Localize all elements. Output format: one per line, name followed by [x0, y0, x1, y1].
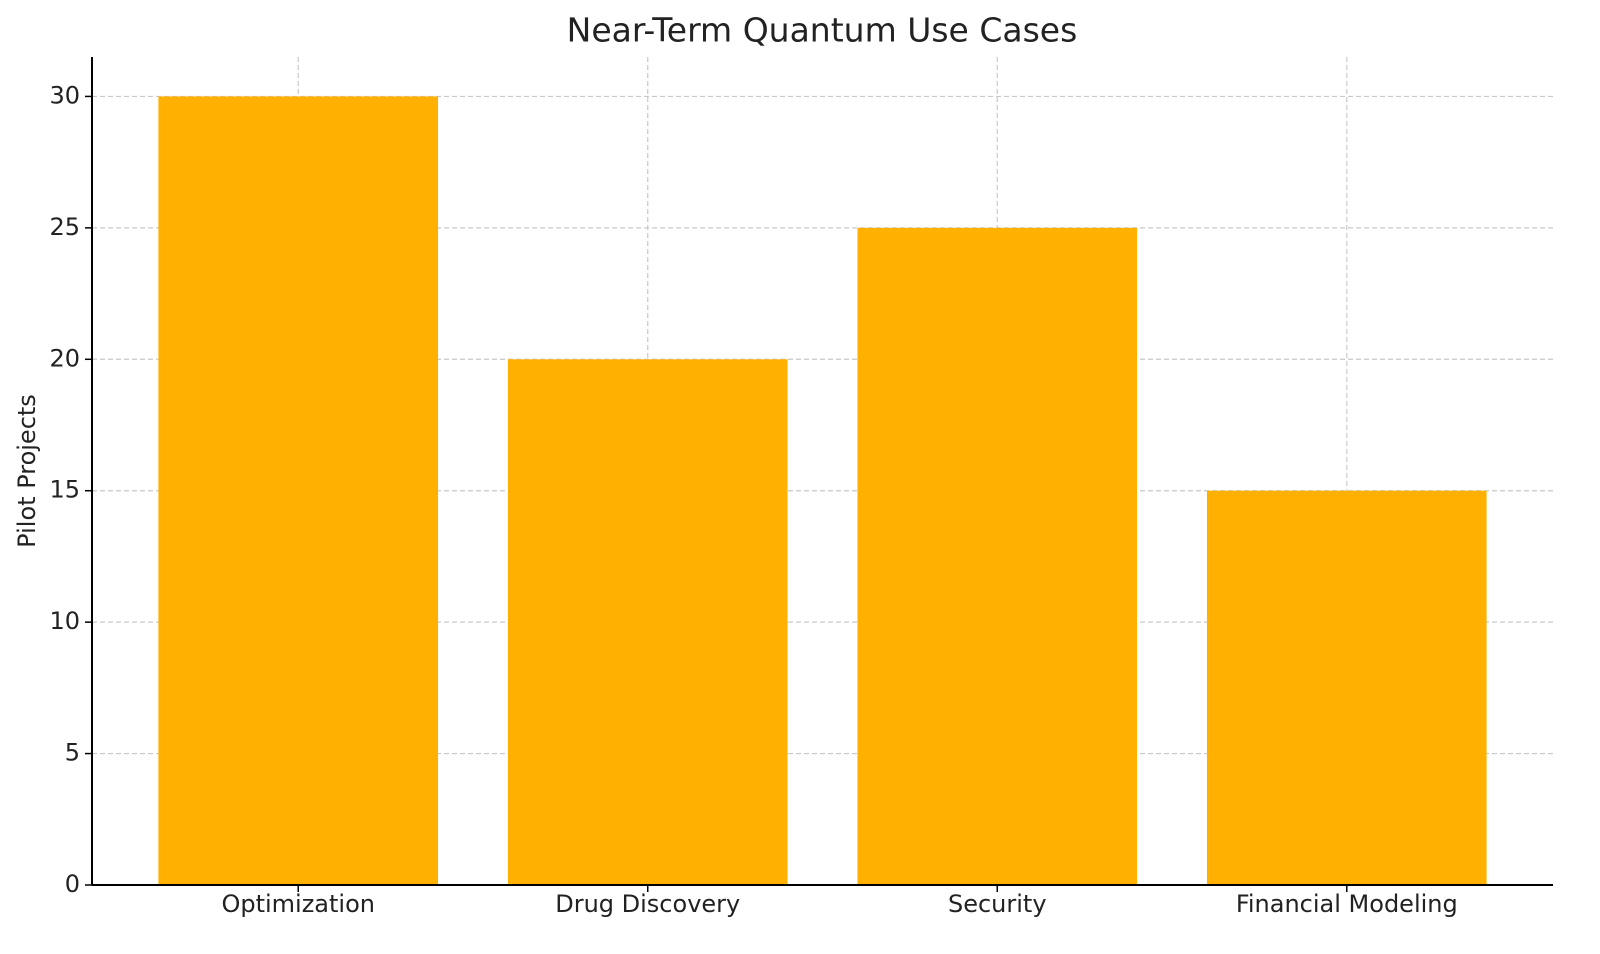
x-tick-label: Drug Discovery	[555, 890, 740, 918]
x-tick-label: Security	[948, 890, 1047, 918]
chart-title: Near-Term Quantum Use Cases	[567, 11, 1078, 50]
y-tick-label: 15	[49, 476, 80, 504]
bar	[857, 227, 1138, 885]
y-tick-label: 10	[49, 607, 80, 635]
y-tick-label: 20	[49, 344, 80, 372]
y-tick-label: 30	[49, 81, 80, 109]
bar	[158, 96, 439, 885]
y-tick-label: 25	[49, 213, 80, 241]
x-tick-label: Optimization	[221, 890, 375, 918]
bar	[507, 359, 788, 885]
bar	[1206, 490, 1487, 885]
y-tick-label: 5	[65, 739, 80, 767]
x-tick-label: Financial Modeling	[1236, 890, 1458, 918]
y-tick-label: 0	[65, 870, 80, 898]
y-axis-label: Pilot Projects	[13, 394, 41, 548]
